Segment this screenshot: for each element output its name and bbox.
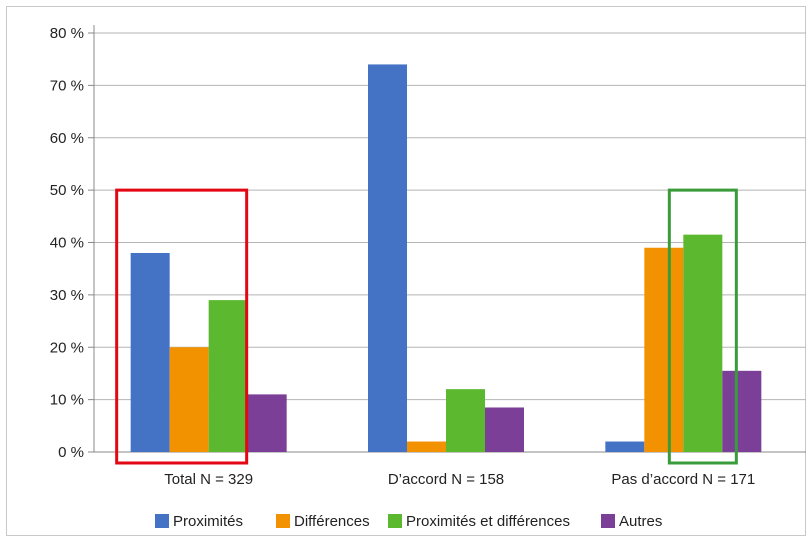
legend-label: Proximités bbox=[173, 513, 243, 530]
category-label: Total N = 329 bbox=[164, 471, 253, 488]
y-tick-label: 80 % bbox=[50, 25, 84, 42]
legend-swatch bbox=[276, 514, 290, 528]
y-tick-label: 10 % bbox=[50, 392, 84, 409]
legend-label: Autres bbox=[619, 513, 662, 530]
category-label: Pas d’accord N = 171 bbox=[611, 471, 755, 488]
bar bbox=[130, 252, 170, 452]
y-tick-label: 70 % bbox=[50, 77, 84, 94]
legend-label: Différences bbox=[294, 513, 370, 530]
bar bbox=[169, 347, 209, 452]
bar bbox=[683, 234, 723, 452]
y-tick-label: 20 % bbox=[50, 339, 84, 356]
legend-label: Proximités et différences bbox=[406, 513, 570, 530]
bar bbox=[605, 441, 645, 452]
y-axis-ticks: 0 % 10 % 20 % 30 % 40 % 50 % 60 % 70 % 80 % bbox=[50, 25, 95, 461]
bar bbox=[722, 370, 762, 452]
legend-swatch bbox=[388, 514, 402, 528]
legend-swatch bbox=[601, 514, 615, 528]
y-tick-label: 30 % bbox=[50, 287, 84, 304]
bar bbox=[644, 247, 684, 452]
y-tick-label: 0 % bbox=[58, 444, 84, 461]
legend-swatch bbox=[155, 514, 169, 528]
legend: Proximités Différences Proximités et diffé… bbox=[155, 513, 662, 530]
bar bbox=[368, 64, 407, 453]
bars bbox=[130, 64, 762, 453]
highlight-box bbox=[667, 188, 738, 465]
category-label: D’accord N = 158 bbox=[388, 471, 504, 488]
highlight-boxes bbox=[115, 188, 738, 465]
bar bbox=[247, 394, 287, 452]
y-tick-label: 40 % bbox=[50, 235, 84, 252]
bar bbox=[208, 300, 248, 452]
bar bbox=[407, 441, 446, 452]
bar bbox=[446, 389, 485, 452]
y-tick-label: 60 % bbox=[50, 130, 84, 147]
category-labels: Total N = 329 D’accord N = 158 Pas d’accor… bbox=[164, 471, 755, 488]
y-tick-label: 50 % bbox=[50, 182, 84, 199]
bar bbox=[485, 407, 524, 452]
highlight-box bbox=[115, 188, 249, 465]
